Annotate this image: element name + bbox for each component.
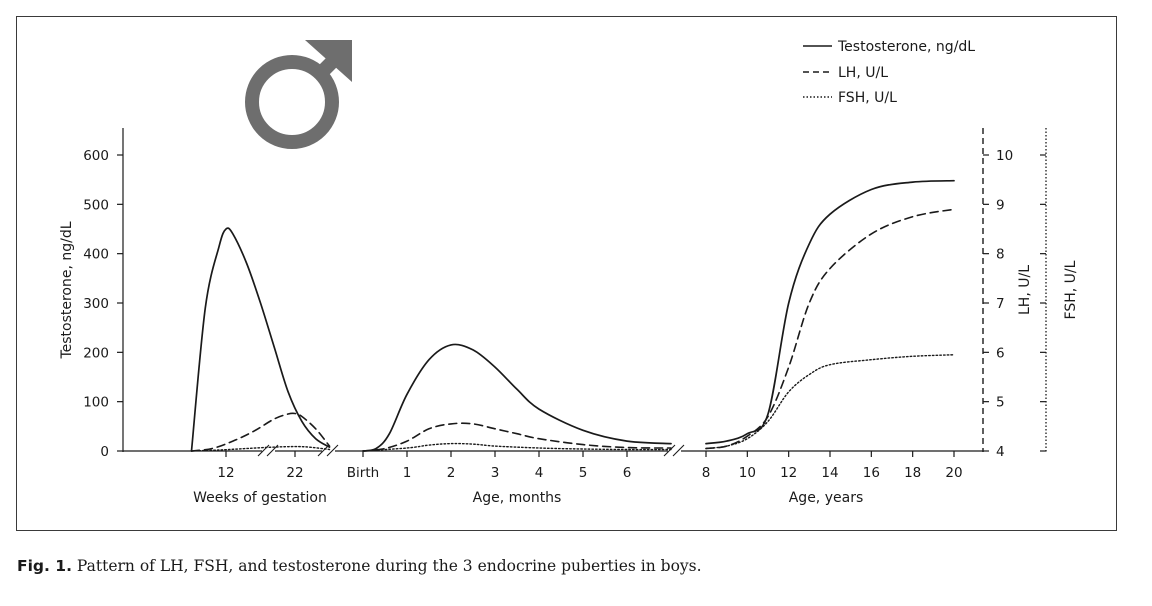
legend: Testosterone, ng/dL LH, U/L FSH, U/L	[803, 39, 975, 106]
y-right-tick-label: 4	[996, 444, 1005, 460]
y-axis-right-fsh-title: FSH, U/L	[1063, 260, 1079, 319]
caption-label: Fig. 1.	[17, 557, 72, 575]
x-tick-label: 18	[904, 465, 921, 481]
axis-break-mark	[326, 444, 339, 457]
y-left-tick-label: 300	[83, 296, 109, 312]
y-left-tick-label: 500	[83, 197, 109, 213]
axis-break-mark	[663, 444, 676, 457]
axis-break-mark	[317, 444, 330, 457]
y-axis-right-lh-title: LH, U/L	[1017, 265, 1033, 315]
x-axis-section-labels: Weeks of gestation Age, months Age, years	[193, 490, 863, 506]
caption-text: Pattern of LH, FSH, and testosterone dur…	[71, 557, 702, 575]
x-axis-ticks: 12 22 Birth 1 2 3 4 5 6 8 10 12 14 16 18 20	[217, 451, 963, 481]
y-left-tick-label: 200	[83, 345, 109, 361]
x-tick-label: 10	[739, 465, 756, 481]
series-line-solid	[362, 343, 672, 452]
y-axis-left-title: Testosterone, ng/dL	[59, 221, 75, 359]
series-line-dashed	[705, 208, 955, 450]
x-axis	[123, 444, 983, 457]
series-line-dashed	[190, 412, 331, 452]
y-right-tick-label: 7	[996, 296, 1005, 312]
y-axis-left-ticks: 0 100 200 300 400 500 600	[83, 148, 123, 460]
legend-label-testosterone: Testosterone, ng/dL	[837, 39, 975, 55]
series-line-solid	[190, 227, 331, 452]
series-line-dotted	[190, 445, 331, 452]
x-tick-label: 2	[447, 465, 456, 481]
chart: Testosterone, ng/dL LH, U/L FSH, U/L 010…	[59, 39, 1079, 506]
x-tick-label: Birth	[347, 465, 379, 481]
y-right-tick-label: 8	[996, 247, 1005, 263]
series-line-solid	[705, 179, 955, 445]
y-right-tick-label: 5	[996, 395, 1005, 411]
x-tick-label: 8	[702, 465, 711, 481]
x-section-label: Weeks of gestation	[193, 490, 327, 506]
y-left-tick-label: 400	[83, 247, 109, 263]
figure-frame	[16, 16, 1117, 531]
legend-label-lh: LH, U/L	[838, 65, 888, 81]
x-tick-label: 5	[579, 465, 588, 481]
series-line-dotted	[362, 442, 672, 452]
x-section-label: Age, years	[789, 490, 864, 506]
x-tick-label: 12	[217, 465, 234, 481]
x-tick-label: 1	[403, 465, 412, 481]
series-line-dashed	[362, 422, 672, 452]
male-symbol-icon	[245, 40, 352, 149]
y-right-tick-label: 9	[996, 197, 1005, 213]
series-line-dotted	[705, 354, 955, 450]
x-tick-label: 3	[491, 465, 500, 481]
x-section-label: Age, months	[473, 490, 562, 506]
axis-break-mark	[672, 444, 685, 457]
x-tick-label: 22	[286, 465, 303, 481]
y-left-tick-label: 100	[83, 395, 109, 411]
legend-label-fsh: FSH, U/L	[838, 90, 897, 106]
x-tick-label: 4	[535, 465, 544, 481]
x-tick-label: 20	[945, 465, 962, 481]
y-left-tick-label: 0	[100, 444, 109, 460]
figure-caption: Fig. 1. Pattern of LH, FSH, and testoste…	[17, 557, 702, 575]
y-axis-right-lh-ticks: 4 5 6 7 8 9 10	[983, 148, 1046, 460]
y-left-tick-label: 600	[83, 148, 109, 164]
x-tick-label: 14	[821, 465, 838, 481]
series-layer	[190, 179, 955, 452]
y-right-tick-label: 10	[996, 148, 1013, 164]
x-tick-label: 12	[780, 465, 797, 481]
x-tick-label: 6	[623, 465, 632, 481]
x-tick-label: 16	[863, 465, 880, 481]
y-right-tick-label: 6	[996, 345, 1005, 361]
